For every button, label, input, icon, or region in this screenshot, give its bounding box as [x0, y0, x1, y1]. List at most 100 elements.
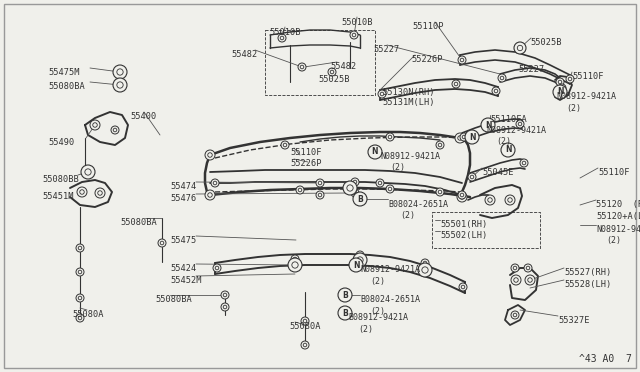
Text: N: N [468, 132, 476, 141]
Circle shape [351, 178, 359, 186]
Text: 55080A: 55080A [72, 310, 104, 319]
Text: B08024-2651A: B08024-2651A [360, 295, 420, 304]
Circle shape [292, 262, 298, 268]
Text: 55045E: 55045E [482, 168, 513, 177]
Text: B08912-9421A: B08912-9421A [348, 313, 408, 322]
Text: 55227: 55227 [518, 65, 544, 74]
Text: 55474: 55474 [170, 182, 196, 191]
Text: 55451M: 55451M [42, 192, 74, 201]
Circle shape [78, 316, 82, 320]
Circle shape [300, 65, 304, 69]
Circle shape [95, 188, 105, 198]
Circle shape [347, 185, 353, 191]
Circle shape [488, 198, 492, 202]
Circle shape [78, 296, 82, 300]
Text: 55476: 55476 [170, 194, 196, 203]
Circle shape [460, 195, 464, 199]
Circle shape [117, 69, 123, 75]
Circle shape [513, 313, 517, 317]
Circle shape [452, 80, 460, 88]
Circle shape [520, 159, 528, 167]
Circle shape [501, 143, 515, 157]
Circle shape [556, 78, 564, 86]
Circle shape [318, 181, 322, 185]
Circle shape [517, 45, 523, 51]
Circle shape [525, 275, 535, 285]
Circle shape [298, 63, 306, 71]
Circle shape [352, 33, 356, 37]
Circle shape [113, 65, 127, 79]
Text: (2): (2) [358, 325, 373, 334]
Text: 55110FA: 55110FA [490, 115, 527, 124]
Circle shape [301, 341, 309, 349]
Circle shape [358, 253, 362, 257]
Text: 55226P: 55226P [290, 159, 321, 168]
Text: 55501(RH): 55501(RH) [440, 220, 487, 229]
Circle shape [158, 239, 166, 247]
Circle shape [78, 270, 82, 274]
Circle shape [513, 266, 517, 270]
Circle shape [77, 187, 87, 197]
Circle shape [376, 179, 384, 187]
Circle shape [357, 257, 363, 263]
Circle shape [418, 263, 432, 277]
Circle shape [113, 78, 127, 92]
Circle shape [505, 195, 515, 205]
Text: 55482: 55482 [330, 62, 356, 71]
Circle shape [462, 135, 466, 139]
Circle shape [514, 42, 526, 54]
Circle shape [221, 303, 229, 311]
Circle shape [223, 293, 227, 297]
Circle shape [511, 264, 519, 272]
Text: 55490: 55490 [48, 138, 74, 147]
Text: 55110F: 55110F [572, 72, 604, 81]
Circle shape [388, 135, 392, 139]
Circle shape [280, 36, 284, 40]
Circle shape [298, 188, 302, 192]
Text: B: B [342, 291, 348, 299]
Circle shape [514, 278, 518, 282]
Circle shape [511, 311, 519, 319]
Text: 55226P: 55226P [411, 55, 442, 64]
Circle shape [349, 258, 363, 272]
Circle shape [461, 285, 465, 289]
Text: B: B [342, 308, 348, 317]
Circle shape [81, 165, 95, 179]
Circle shape [98, 191, 102, 195]
Circle shape [516, 120, 524, 128]
Circle shape [301, 317, 309, 325]
Circle shape [278, 34, 286, 42]
Circle shape [518, 122, 522, 126]
Circle shape [438, 143, 442, 147]
Text: 55010B: 55010B [269, 28, 301, 37]
Text: 55528(LH): 55528(LH) [564, 280, 611, 289]
Text: 55130N(RH): 55130N(RH) [382, 88, 435, 97]
Circle shape [522, 161, 526, 165]
Text: (2): (2) [370, 307, 385, 316]
Text: N08912-9421A: N08912-9421A [486, 126, 546, 135]
Circle shape [465, 130, 479, 144]
Circle shape [303, 343, 307, 347]
Circle shape [111, 126, 119, 134]
Circle shape [459, 283, 467, 291]
Text: (2): (2) [566, 104, 581, 113]
Circle shape [113, 128, 117, 132]
Text: 55120+A(LH): 55120+A(LH) [596, 212, 640, 221]
Circle shape [205, 150, 215, 160]
Circle shape [76, 268, 84, 276]
Circle shape [78, 246, 82, 250]
Text: 55080BA: 55080BA [120, 218, 157, 227]
Circle shape [422, 267, 428, 273]
Circle shape [524, 264, 532, 272]
Circle shape [380, 92, 384, 96]
Circle shape [568, 77, 572, 81]
Text: B08024-2651A: B08024-2651A [388, 200, 448, 209]
Text: 55110F: 55110F [290, 148, 321, 157]
Circle shape [93, 123, 97, 127]
Text: 55080A: 55080A [289, 322, 321, 331]
Circle shape [353, 253, 367, 267]
Circle shape [386, 133, 394, 141]
Circle shape [460, 193, 464, 197]
Text: 55527(RH): 55527(RH) [564, 268, 611, 277]
Text: 55502(LH): 55502(LH) [440, 231, 487, 240]
